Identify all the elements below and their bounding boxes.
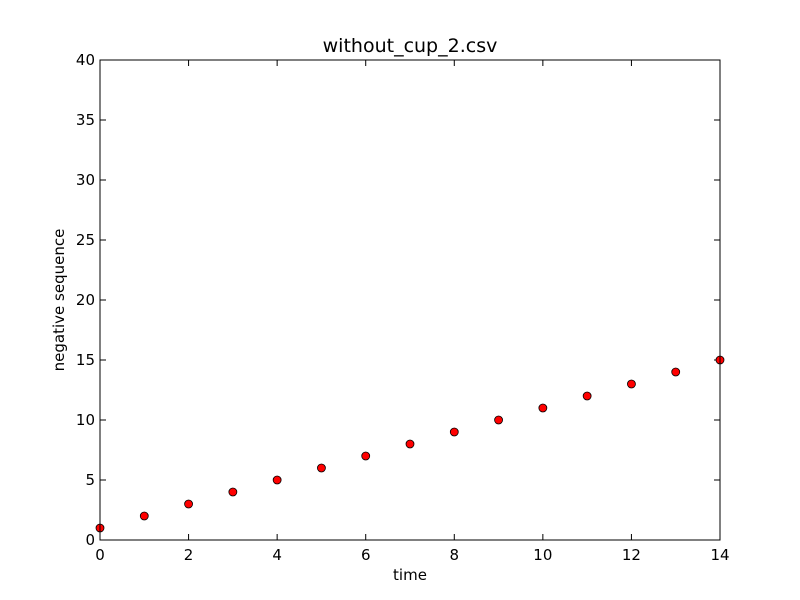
- data-point: [317, 463, 326, 473]
- y-tick-label: 10: [76, 411, 95, 429]
- data-point: [228, 487, 238, 497]
- chart-title: without_cup_2.csv: [323, 35, 498, 57]
- y-tick-label: 25: [76, 231, 95, 249]
- data-point: [671, 367, 681, 377]
- y-tick-label: 5: [85, 471, 95, 489]
- data-point: [538, 403, 548, 413]
- data-point: [582, 391, 592, 401]
- x-tick-label: 14: [710, 546, 729, 564]
- y-tick-label: 30: [76, 171, 95, 189]
- data-point: [494, 415, 503, 425]
- data-point: [184, 499, 193, 509]
- data-point: [627, 379, 636, 389]
- x-tick-label: 12: [622, 546, 641, 564]
- plot-frame: [99, 59, 721, 541]
- x-tick-label: 4: [272, 546, 282, 564]
- y-tick-label: 35: [76, 111, 95, 129]
- points-layer: [95, 355, 725, 533]
- data-point: [272, 475, 282, 485]
- x-axis-label: time: [393, 566, 427, 584]
- y-tick-label: 15: [76, 351, 95, 369]
- y-axis-label: negative sequence: [50, 229, 68, 372]
- x-tick-label: 6: [361, 546, 371, 564]
- x-tick-label: 8: [450, 546, 460, 564]
- data-point: [139, 511, 149, 521]
- y-tick-label: 40: [76, 51, 95, 69]
- y-tick-label: 0: [85, 531, 95, 549]
- y-tick-label: 20: [76, 291, 95, 309]
- data-point: [405, 439, 415, 449]
- data-point: [361, 451, 371, 461]
- data-point: [449, 427, 459, 437]
- x-tick-label: 0: [95, 546, 105, 564]
- x-tick-label: 2: [184, 546, 194, 564]
- x-tick-label: 10: [533, 546, 552, 564]
- plot-area: [100, 60, 720, 540]
